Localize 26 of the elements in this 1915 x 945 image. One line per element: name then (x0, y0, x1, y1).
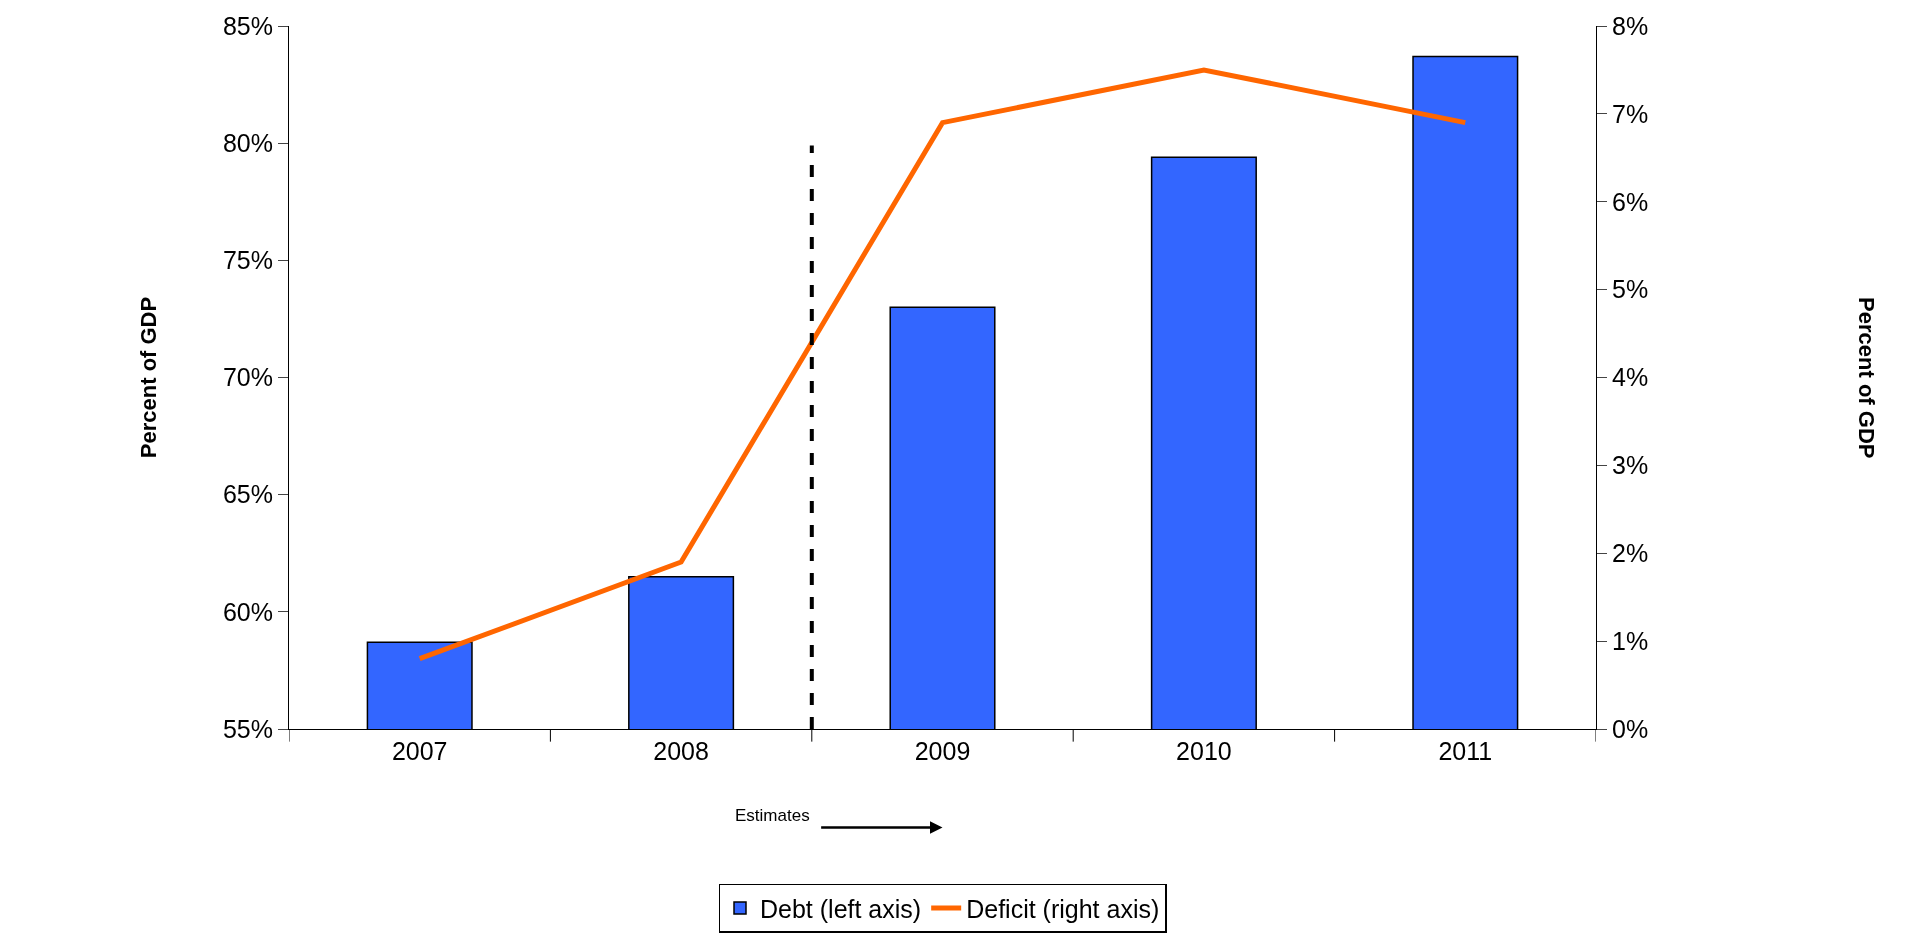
y-tick-label: 80% (222, 128, 273, 157)
text: Percent of GDP (1853, 297, 1879, 459)
x-tick-label: 2010 (1176, 737, 1232, 765)
x-tick-label: 2007 (391, 737, 448, 765)
text: Estimates (735, 806, 810, 825)
y-tick-label: 75% (222, 246, 273, 275)
y2-tick-label: 5% (1612, 275, 1649, 304)
y-axis-title: Percent of GDP (135, 296, 161, 459)
legend-label: Debt (left axis) (760, 894, 922, 923)
y-tick-label: 55% (222, 714, 273, 743)
y2-tick-label: 0% (1612, 714, 1649, 743)
y-tick-label: 70% (222, 363, 273, 392)
y2-tick-label: 1% (1612, 626, 1649, 655)
y2-tick-label: 8% (1612, 11, 1649, 40)
legend-label: Deficit (right axis) (966, 894, 1160, 923)
y2-tick-label: 3% (1612, 451, 1649, 480)
x-tick-label: 2009 (914, 737, 971, 765)
y2-tick-label: 4% (1612, 363, 1649, 392)
y2-tick-label: 2% (1612, 539, 1649, 567)
x-tick-label: 2011 (1438, 737, 1493, 765)
x-tick-label: 2008 (653, 737, 709, 765)
y-tick-label: 85% (222, 11, 273, 40)
y2-tick-label: 7% (1612, 99, 1649, 128)
y-tick-label: 65% (222, 480, 273, 509)
y-tick-label: 60% (222, 597, 273, 626)
y2-tick-label: 6% (1612, 187, 1649, 216)
